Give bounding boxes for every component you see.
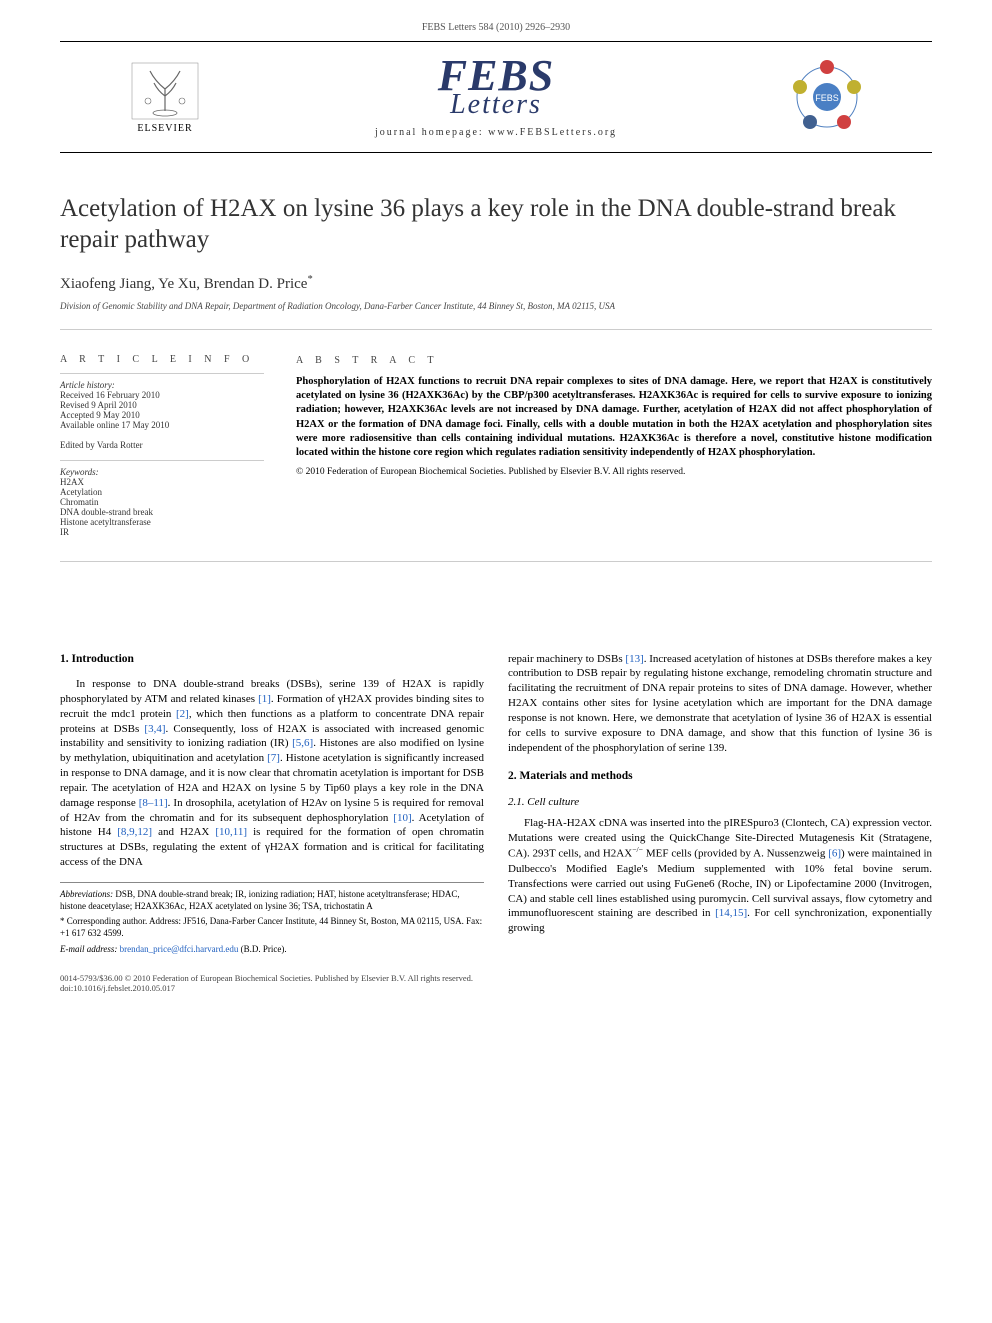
history-item: Available online 17 May 2010 [60,420,264,430]
keywords-block: Keywords: H2AX Acetylation Chromatin DNA… [60,460,264,537]
footer-copyright: 0014-5793/$36.00 © 2010 Federation of Eu… [60,973,932,983]
abstract: A B S T R A C T Phosphorylation of H2AX … [280,340,932,561]
citation-link[interactable]: [8–11] [139,797,168,809]
article-info-heading: A R T I C L E I N F O [60,354,264,365]
intro-heading: 1. Introduction [60,652,484,668]
elsevier-tree-icon [130,61,200,121]
citation-link[interactable]: [1] [258,693,271,705]
citation-link[interactable]: [13] [625,653,643,665]
citation-link[interactable]: [14,15] [715,907,747,919]
affiliation: Division of Genomic Stability and DNA Re… [60,301,932,311]
article-info: A R T I C L E I N F O Article history: R… [60,340,280,561]
history-item: Accepted 9 May 2010 [60,410,264,420]
society-logo: FEBS [782,52,872,142]
citation-link[interactable]: [7] [267,752,280,764]
title-block: Acetylation of H2AX on lysine 36 plays a… [60,193,932,330]
corresponding-footnote: * Corresponding author. Address: JF516, … [60,916,484,939]
citation-link[interactable]: [3,4] [144,723,165,735]
keyword: Histone acetyltransferase [60,517,264,527]
footer-doi: doi:10.1016/j.febslet.2010.05.017 [60,983,932,993]
info-abstract-row: A R T I C L E I N F O Article history: R… [60,340,932,562]
authors-text: Xiaofeng Jiang, Ye Xu, Brendan D. Price [60,276,307,292]
febs-molecule-icon: FEBS [782,52,872,142]
history-block: Article history: Received 16 February 20… [60,373,264,430]
keyword: DNA double-strand break [60,507,264,517]
citation-link[interactable]: [5,6] [292,737,313,749]
history-item: Received 16 February 2010 [60,390,264,400]
article-title: Acetylation of H2AX on lysine 36 plays a… [60,193,932,256]
footnotes: Abbreviations: DSB, DNA double-strand br… [60,882,484,955]
keyword: Acetylation [60,487,264,497]
right-column: repair machinery to DSBs [13]. Increased… [508,652,932,960]
history-item: Revised 9 April 2010 [60,400,264,410]
svg-text:FEBS: FEBS [815,93,839,103]
publisher-name: ELSEVIER [137,123,192,134]
methods-heading: 2. Materials and methods [508,769,932,785]
history-label: Article history: [60,380,264,390]
author-list: Xiaofeng Jiang, Ye Xu, Brendan D. Price* [60,274,932,293]
citation-text: FEBS Letters 584 (2010) 2926–2930 [422,22,570,33]
journal-logo: FEBS Letters journal homepage: www.FEBSL… [210,56,782,139]
intro-paragraph-cont: repair machinery to DSBs [13]. Increased… [508,652,932,756]
citation-link[interactable]: [6] [828,848,841,860]
publisher-logo: ELSEVIER [120,52,210,142]
edited-by: Edited by Varda Rotter [60,440,264,450]
journal-homepage: journal homepage: www.FEBSLetters.org [210,127,782,138]
citation-link[interactable]: [2] [176,708,189,720]
email-link[interactable]: brendan_price@dfci.harvard.edu [120,944,239,954]
keyword: H2AX [60,477,264,487]
journal-banner: ELSEVIER FEBS Letters journal homepage: … [60,41,932,153]
abstract-heading: A B S T R A C T [296,354,932,368]
abstract-copyright: © 2010 Federation of European Biochemica… [296,466,932,479]
cellculture-heading: 2.1. Cell culture [508,795,932,810]
keyword: IR [60,527,264,537]
running-header: FEBS Letters 584 (2010) 2926–2930 [0,0,992,41]
abbreviations-footnote: Abbreviations: DSB, DNA double-strand br… [60,889,484,912]
page-footer: 0014-5793/$36.00 © 2010 Federation of Eu… [60,973,932,993]
left-column: 1. Introduction In response to DNA doubl… [60,652,484,960]
email-footnote: E-mail address: brendan_price@dfci.harva… [60,944,484,956]
citation-link[interactable]: [10] [393,812,411,824]
keywords-label: Keywords: [60,467,264,477]
citation-link[interactable]: [10,11] [215,826,247,838]
keyword: Chromatin [60,497,264,507]
citation-link[interactable]: [8,9,12] [117,826,152,838]
corresponding-mark: * [307,274,312,285]
abstract-body: Phosphorylation of H2AX functions to rec… [296,375,932,460]
intro-paragraph: In response to DNA double-strand breaks … [60,677,484,870]
body-columns: 1. Introduction In response to DNA doubl… [60,652,932,960]
cellculture-paragraph: Flag-HA-H2AX cDNA was inserted into the … [508,816,932,936]
journal-title-bottom: Letters [210,89,782,121]
